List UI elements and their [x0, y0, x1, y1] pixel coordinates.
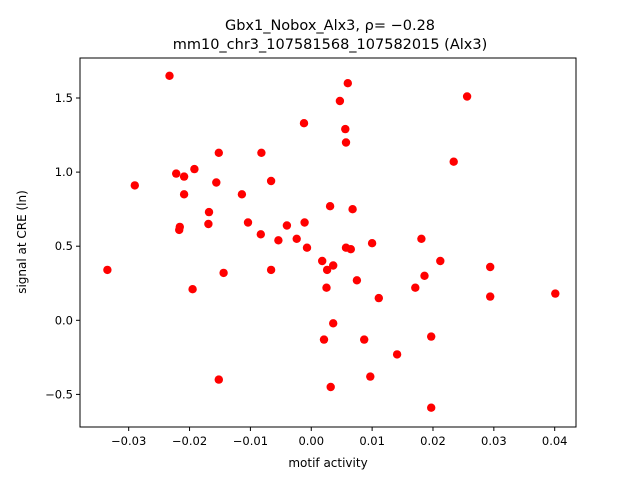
- y-tick-label: 1.5: [55, 91, 73, 105]
- data-point-25: [299, 119, 309, 128]
- y-tick-label: 0.0: [55, 313, 73, 327]
- data-point-15: [219, 268, 228, 278]
- data-point-54: [436, 256, 445, 266]
- data-points: [103, 71, 560, 412]
- data-point-2: [165, 71, 174, 81]
- x-tick-label: 0.03: [481, 434, 507, 448]
- data-point-6: [179, 190, 189, 199]
- data-point-12: [212, 178, 221, 187]
- data-point-40: [343, 79, 352, 88]
- data-point-36: [335, 96, 345, 106]
- x-axis-ticks: −0.03 −0.02 −0.01 0.00 0.01 0.02 0.03 0.04: [111, 427, 568, 448]
- data-point-46: [367, 239, 377, 248]
- data-point-57: [486, 262, 495, 272]
- data-point-11: [204, 207, 214, 217]
- data-point-33: [326, 382, 335, 392]
- data-point-50: [417, 234, 426, 243]
- data-point-35: [329, 261, 338, 270]
- data-point-34: [329, 319, 338, 328]
- data-point-29: [319, 335, 329, 344]
- data-point-23: [282, 221, 292, 230]
- data-point-28: [318, 256, 327, 266]
- data-point-14: [214, 375, 223, 384]
- data-point-42: [348, 205, 357, 214]
- x-tick-label: −0.01: [233, 434, 268, 448]
- y-tick-label: −0.5: [45, 387, 73, 401]
- x-tick-label: −0.02: [172, 434, 207, 448]
- data-point-30: [322, 283, 331, 292]
- chart-title-line-2: mm10_chr3_107581568_107582015 (Alx3): [173, 37, 488, 53]
- data-point-17: [243, 218, 253, 227]
- data-point-53: [427, 403, 436, 412]
- y-tick-label: 0.5: [55, 239, 73, 253]
- data-point-10: [204, 219, 213, 229]
- data-point-43: [352, 276, 362, 285]
- data-point-41: [346, 245, 355, 254]
- data-point-21: [266, 176, 276, 186]
- data-point-59: [551, 289, 560, 298]
- y-tick-label: 1.0: [55, 165, 73, 179]
- data-point-38: [341, 138, 351, 147]
- data-point-16: [237, 190, 247, 199]
- data-point-44: [360, 335, 369, 344]
- x-axis-label: motif activity: [288, 456, 367, 470]
- y-axis-ticks: −0.5 0.0 0.5 1.0 1.5: [45, 91, 80, 401]
- chart-title: Gbx1_Nobox_Alx3, ρ= −0.28 mm10_chr3_1075…: [173, 18, 488, 53]
- data-point-51: [420, 271, 429, 280]
- data-point-56: [462, 92, 472, 101]
- data-point-48: [392, 350, 402, 359]
- data-point-37: [341, 124, 350, 134]
- data-point-31: [322, 265, 332, 275]
- x-tick-label: 0.04: [542, 434, 568, 448]
- x-tick-label: 0.01: [359, 434, 385, 448]
- data-point-1: [130, 181, 139, 190]
- data-point-3: [172, 169, 181, 178]
- data-point-20: [266, 265, 276, 275]
- x-tick-label: 0.02: [420, 434, 446, 448]
- data-point-55: [449, 157, 458, 166]
- data-point-47: [374, 293, 383, 303]
- data-point-49: [411, 283, 420, 292]
- data-point-18: [256, 230, 265, 239]
- data-point-13: [214, 148, 223, 157]
- data-point-9: [190, 164, 199, 174]
- plot-frame: [79, 57, 577, 428]
- chart-title-line-1: Gbx1_Nobox_Alx3, ρ= −0.28: [225, 18, 435, 34]
- data-point-19: [257, 148, 266, 157]
- data-point-58: [486, 292, 495, 301]
- x-tick-label: −0.03: [111, 434, 146, 448]
- data-point-8: [188, 285, 197, 294]
- data-point-22: [274, 236, 283, 245]
- y-axis-label: signal at CRE (ln): [15, 190, 29, 294]
- data-point-45: [366, 372, 375, 381]
- data-point-26: [300, 218, 309, 227]
- data-point-7: [179, 172, 189, 181]
- data-point-27: [302, 243, 312, 252]
- x-tick-label: 0.00: [298, 434, 324, 448]
- data-point-52: [427, 332, 436, 341]
- data-point-24: [292, 234, 301, 243]
- data-point-0: [103, 265, 112, 275]
- data-point-5: [175, 222, 184, 232]
- data-point-32: [325, 202, 335, 211]
